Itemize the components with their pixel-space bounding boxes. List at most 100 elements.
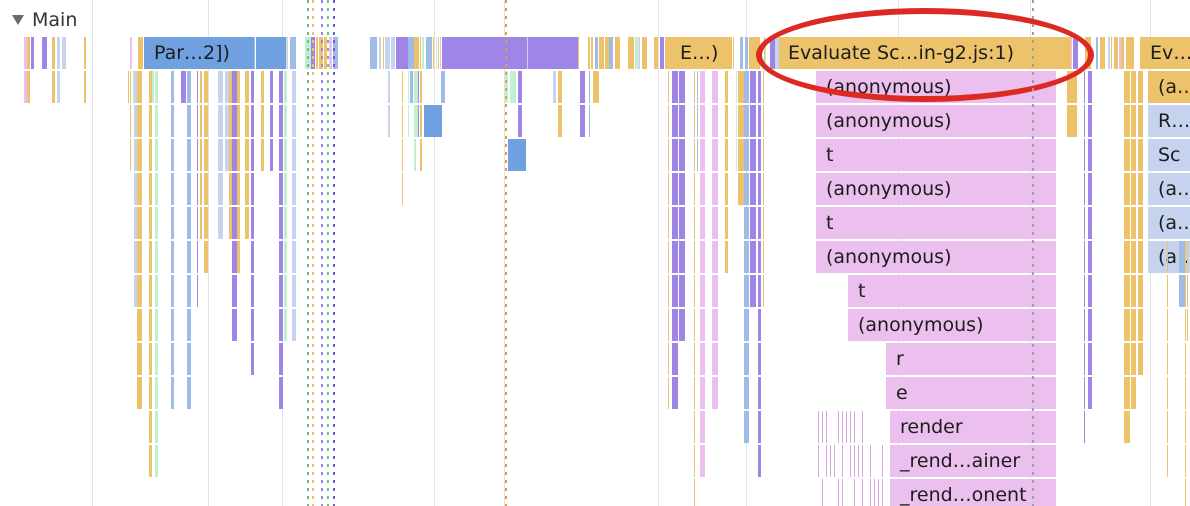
flame-slice[interactable] xyxy=(402,173,403,205)
flame-slice[interactable] xyxy=(225,139,229,171)
flame-slice[interactable] xyxy=(1185,479,1186,506)
flame-slice[interactable] xyxy=(152,71,154,103)
evaluate-right-bar[interactable]: Ev… xyxy=(1140,37,1190,69)
flame-slice[interactable] xyxy=(672,309,678,341)
flame-slice[interactable] xyxy=(245,139,249,171)
flame-slice[interactable] xyxy=(137,241,142,273)
flame-slice[interactable] xyxy=(1131,343,1136,375)
flame-slice[interactable] xyxy=(1085,37,1091,69)
flame-slice[interactable] xyxy=(1131,275,1136,307)
flame-slice[interactable] xyxy=(589,105,590,137)
flame-slice[interactable] xyxy=(1138,241,1143,273)
flame-slice[interactable] xyxy=(738,173,744,205)
flame-slice[interactable] xyxy=(187,105,191,137)
flame-slice[interactable] xyxy=(1185,275,1186,307)
flame-slice[interactable] xyxy=(292,173,296,205)
flame-slice[interactable] xyxy=(1167,275,1168,307)
flame-slice[interactable] xyxy=(694,241,695,273)
flame-slice[interactable] xyxy=(694,411,695,443)
flame-slice[interactable] xyxy=(763,207,764,239)
flame-slice[interactable] xyxy=(57,37,60,69)
flame-slice[interactable] xyxy=(438,37,439,69)
flame-slice[interactable] xyxy=(1108,37,1110,69)
flame-slice[interactable] xyxy=(712,241,718,273)
flame-slice[interactable] xyxy=(838,479,839,506)
flame-slice[interactable] xyxy=(270,139,273,171)
flame-slice[interactable] xyxy=(697,139,698,171)
flame-slice[interactable] xyxy=(1084,139,1085,171)
flame-slice[interactable] xyxy=(854,445,855,477)
flame-slice[interactable] xyxy=(697,105,698,137)
flame-slice[interactable] xyxy=(758,309,761,341)
flame-slice[interactable] xyxy=(149,275,152,307)
flame-slice[interactable] xyxy=(319,37,323,69)
flame-slice[interactable] xyxy=(171,207,174,239)
flame-slice[interactable] xyxy=(279,377,283,409)
call-frame[interactable]: (anonymous) xyxy=(848,309,1056,341)
flame-slice[interactable] xyxy=(155,343,158,375)
flame-slice[interactable] xyxy=(171,377,174,409)
flame-slice[interactable] xyxy=(197,71,198,103)
flame-slice[interactable] xyxy=(31,37,34,69)
flame-slice[interactable] xyxy=(218,139,223,171)
flame-slice[interactable] xyxy=(744,275,749,307)
flame-slice[interactable] xyxy=(24,71,27,103)
flame-slice[interactable] xyxy=(854,479,855,506)
flame-slice[interactable] xyxy=(416,71,418,103)
flame-slice[interactable] xyxy=(284,241,287,273)
flame-slice[interactable] xyxy=(254,37,255,69)
flame-slice[interactable] xyxy=(261,71,264,103)
flame-slice[interactable] xyxy=(725,173,728,205)
flame-slice[interactable] xyxy=(251,139,254,171)
flame-slice[interactable] xyxy=(52,37,55,69)
flame-slice[interactable] xyxy=(149,139,152,171)
call-frame[interactable]: t xyxy=(816,207,1056,239)
flame-slice[interactable] xyxy=(1185,343,1186,375)
flame-slice[interactable] xyxy=(1088,377,1092,409)
flame-slice[interactable] xyxy=(599,37,604,69)
flame-slice[interactable] xyxy=(385,37,390,69)
flame-slice[interactable] xyxy=(149,105,152,137)
flame-slice[interactable] xyxy=(197,241,198,273)
parse-task-bar[interactable]: Par…2]) xyxy=(144,37,254,69)
flame-slice[interactable] xyxy=(1084,411,1085,443)
flame-slice[interactable] xyxy=(333,37,338,69)
flame-slice[interactable] xyxy=(510,71,516,103)
flame-slice[interactable] xyxy=(694,105,695,137)
flame-slice[interactable] xyxy=(1088,71,1092,103)
flame-slice[interactable] xyxy=(700,241,705,273)
flame-slice[interactable] xyxy=(284,207,287,239)
flame-slice[interactable] xyxy=(694,275,695,307)
flame-slice[interactable] xyxy=(391,37,395,69)
flame-slice[interactable] xyxy=(615,37,620,69)
flame-slice[interactable] xyxy=(155,241,158,273)
flame-slice[interactable] xyxy=(1084,105,1085,137)
flame-slice[interactable] xyxy=(763,105,764,137)
flame-slice[interactable] xyxy=(694,343,695,375)
flame-slice[interactable] xyxy=(422,37,424,69)
flame-slice[interactable] xyxy=(725,71,728,103)
flame-slice[interactable] xyxy=(149,241,152,273)
flame-slice[interactable] xyxy=(1167,241,1168,273)
call-frame[interactable]: (anonymous) xyxy=(816,105,1056,137)
flame-slice[interactable] xyxy=(433,37,434,69)
flame-slice[interactable] xyxy=(279,275,283,307)
flame-slice[interactable] xyxy=(251,207,254,239)
flame-slice[interactable] xyxy=(155,71,158,103)
flame-slice[interactable] xyxy=(870,445,871,477)
call-frame[interactable]: R… xyxy=(1148,105,1190,137)
flame-slice[interactable] xyxy=(694,445,695,477)
flame-slice[interactable] xyxy=(700,207,705,239)
flame-slice[interactable] xyxy=(232,173,237,205)
flame-slice[interactable] xyxy=(130,105,131,137)
flame-slice[interactable] xyxy=(84,37,86,69)
collapse-triangle-icon[interactable] xyxy=(12,15,24,25)
flame-slice[interactable] xyxy=(518,71,522,103)
flame-slice[interactable] xyxy=(750,139,756,171)
flame-slice[interactable] xyxy=(1067,71,1071,103)
flame-slice[interactable] xyxy=(1185,241,1186,273)
flame-slice[interactable] xyxy=(750,105,756,137)
flame-slice[interactable] xyxy=(287,37,288,69)
flame-slice[interactable] xyxy=(1084,343,1085,375)
